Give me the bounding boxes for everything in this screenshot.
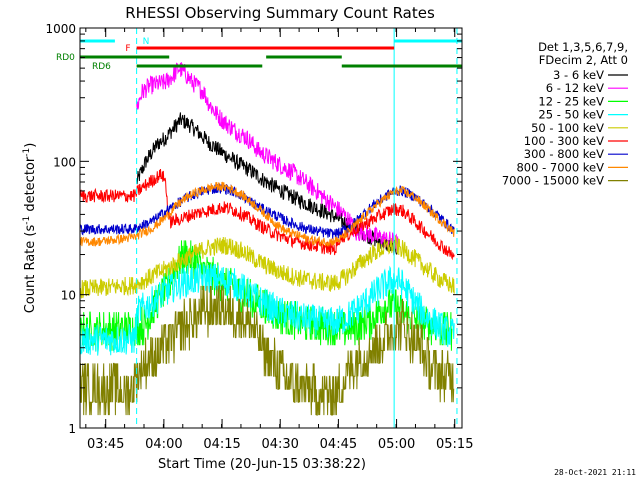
legend-header-line2: FDecim 2, Att 0 bbox=[539, 53, 628, 67]
flag-label-f: F bbox=[125, 44, 130, 54]
legend-label-8: 800 - 7000 keV bbox=[516, 160, 604, 174]
flag-bars-layer: N F RD0 RD6 bbox=[56, 37, 462, 72]
axis-layer: 1 10 100 1000 03:45 04:00 04:15 04:30 04:45 05:00… bbox=[45, 22, 473, 452]
y-axis-label-exp1: -1 bbox=[22, 216, 32, 225]
legend: Det 1,3,5,6,7,9, FDecim 2, Att 0 3 - 6 k… bbox=[502, 40, 628, 188]
series-line-5 bbox=[79, 235, 455, 299]
series-layer bbox=[79, 62, 455, 416]
y-axis-label-exp2: -1 bbox=[22, 148, 32, 157]
series-line-6 bbox=[79, 168, 455, 261]
x-axis-label: Start Time (20-Jun-15 03:38:22) bbox=[158, 457, 366, 472]
legend-header-line1: Det 1,3,5,6,7,9, bbox=[538, 40, 628, 54]
x-tick-label-6: 05:00 bbox=[378, 437, 415, 452]
y-tick-label-1: 1 bbox=[68, 422, 76, 436]
y-axis-label-main: Count Rate (s bbox=[23, 225, 38, 314]
x-tick-label-4: 04:30 bbox=[261, 437, 298, 452]
y-axis-label-mid: detector bbox=[23, 156, 38, 216]
y-axis-label-end: ) bbox=[23, 143, 38, 148]
series-line-4 bbox=[79, 263, 455, 356]
timestamp: 28-Oct-2021 21:11 bbox=[554, 468, 636, 477]
y-tick-label-3: 100 bbox=[53, 155, 76, 169]
x-tick-label-1: 03:45 bbox=[87, 437, 124, 452]
legend-label-2: 6 - 12 keV bbox=[546, 81, 604, 95]
legend-label-1: 3 - 6 keV bbox=[553, 68, 604, 82]
plot-frame bbox=[79, 27, 463, 429]
x-tick-label-2: 04:00 bbox=[145, 437, 182, 452]
series-line-9 bbox=[79, 285, 455, 416]
flag-label-rd0: RD0 bbox=[56, 53, 75, 63]
legend-label-4: 25 - 50 keV bbox=[538, 108, 604, 122]
plot-area: N F RD0 RD6 1 10 100 1000 03:45 04:00 04:15 04:30 0… bbox=[45, 22, 473, 452]
legend-label-3: 12 - 25 keV bbox=[538, 94, 604, 108]
flag-label-rd6: RD6 bbox=[92, 62, 111, 72]
series-line-7 bbox=[79, 183, 455, 240]
chart-title: RHESSI Observing Summary Count Rates bbox=[125, 4, 435, 22]
y-tick-label-2: 10 bbox=[61, 289, 76, 303]
y-tick-label-4: 1000 bbox=[45, 22, 76, 36]
legend-label-5: 50 - 100 keV bbox=[531, 121, 604, 135]
legend-label-6: 100 - 300 keV bbox=[524, 134, 604, 148]
legend-label-7: 300 - 800 keV bbox=[524, 147, 604, 161]
x-tick-label-3: 04:15 bbox=[203, 437, 240, 452]
vertical-lines-layer bbox=[136, 28, 458, 428]
y-axis-label: Count Rate (s-1 detector-1) bbox=[22, 143, 38, 314]
series-line-8 bbox=[79, 181, 455, 248]
legend-label-9: 7000 - 15000 keV bbox=[502, 174, 604, 188]
x-tick-label-5: 04:45 bbox=[320, 437, 357, 452]
x-tick-label-7: 05:15 bbox=[436, 437, 473, 452]
flag-label-n: N bbox=[143, 37, 150, 47]
